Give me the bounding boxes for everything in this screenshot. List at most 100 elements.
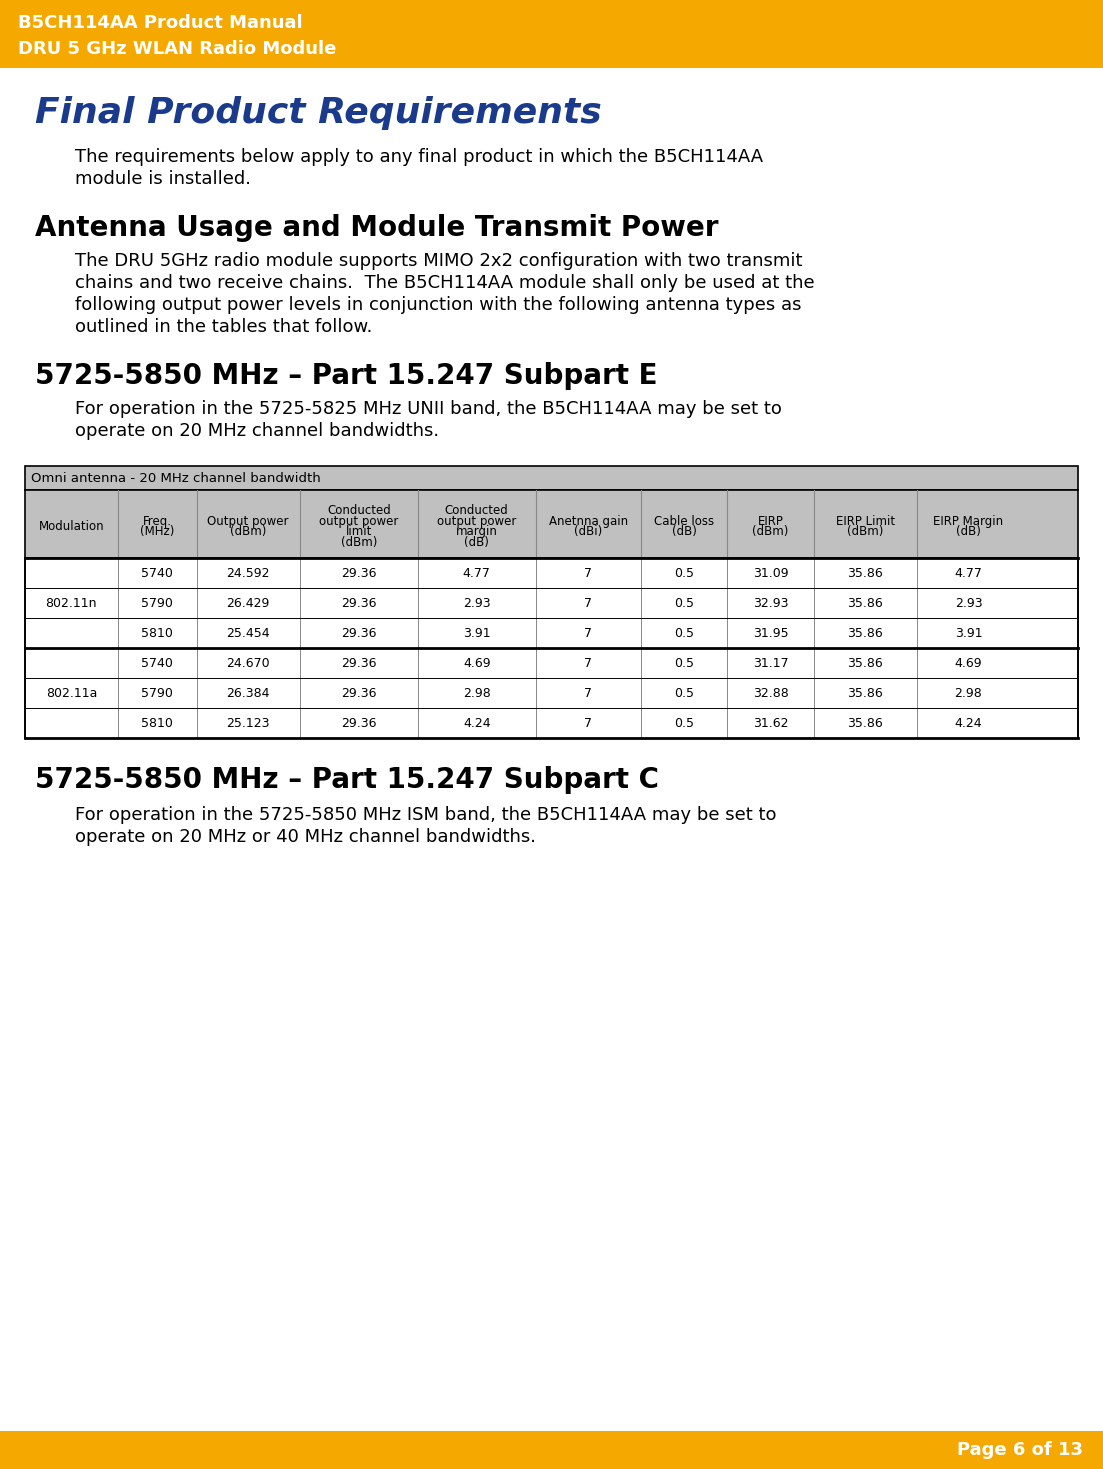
Text: 4.24: 4.24 — [955, 717, 983, 730]
Text: 4.77: 4.77 — [463, 567, 491, 579]
Text: 5810: 5810 — [141, 626, 173, 639]
Bar — [25, 618, 1078, 648]
Text: 0.5: 0.5 — [674, 686, 694, 699]
Text: (dBm): (dBm) — [231, 524, 267, 538]
Text: output power: output power — [319, 514, 398, 527]
Text: 5740: 5740 — [141, 567, 173, 579]
Text: The requirements below apply to any final product in which the B5CH114AA: The requirements below apply to any fina… — [75, 148, 763, 166]
Text: 29.36: 29.36 — [341, 657, 376, 670]
Text: 5740: 5740 — [141, 657, 173, 670]
Text: limit: limit — [345, 524, 372, 538]
Text: 29.36: 29.36 — [341, 596, 376, 610]
Text: Conducted: Conducted — [445, 504, 508, 517]
Text: (dBi): (dBi) — [575, 524, 602, 538]
Text: 29.36: 29.36 — [341, 717, 376, 730]
Text: 0.5: 0.5 — [674, 596, 694, 610]
Text: 3.91: 3.91 — [463, 626, 491, 639]
Text: For operation in the 5725-5850 MHz ISM band, the B5CH114AA may be set to: For operation in the 5725-5850 MHz ISM b… — [75, 806, 777, 824]
Text: (dBm): (dBm) — [341, 536, 377, 548]
Text: 29.36: 29.36 — [341, 686, 376, 699]
Text: Freq.: Freq. — [142, 514, 172, 527]
Text: EIRP Limit: EIRP Limit — [836, 514, 895, 527]
Text: (dB): (dB) — [956, 524, 981, 538]
Bar — [0, 0, 1103, 68]
Text: 35.86: 35.86 — [847, 657, 884, 670]
Text: following output power levels in conjunction with the following antenna types as: following output power levels in conjunc… — [75, 295, 802, 314]
Text: 35.86: 35.86 — [847, 717, 884, 730]
Bar — [25, 648, 1078, 679]
Text: (dBm): (dBm) — [847, 524, 884, 538]
Bar — [25, 558, 1078, 588]
Text: 4.24: 4.24 — [463, 717, 491, 730]
Text: 7: 7 — [585, 717, 592, 730]
Text: output power: output power — [437, 514, 516, 527]
Text: 2.93: 2.93 — [463, 596, 491, 610]
Text: operate on 20 MHz or 40 MHz channel bandwidths.: operate on 20 MHz or 40 MHz channel band… — [75, 829, 536, 846]
Text: 5810: 5810 — [141, 717, 173, 730]
Bar — [25, 466, 1078, 491]
Text: 31.62: 31.62 — [752, 717, 789, 730]
Text: Anetnna gain: Anetnna gain — [549, 514, 628, 527]
Text: Page 6 of 13: Page 6 of 13 — [957, 1441, 1083, 1459]
Text: 7: 7 — [585, 626, 592, 639]
Text: B5CH114AA Product Manual: B5CH114AA Product Manual — [18, 15, 302, 32]
Text: operate on 20 MHz channel bandwidths.: operate on 20 MHz channel bandwidths. — [75, 422, 439, 441]
Text: 0.5: 0.5 — [674, 657, 694, 670]
Text: 31.09: 31.09 — [752, 567, 789, 579]
Bar — [25, 708, 1078, 737]
Text: 0.5: 0.5 — [674, 717, 694, 730]
Text: 4.77: 4.77 — [954, 567, 983, 579]
Text: 4.69: 4.69 — [463, 657, 491, 670]
Text: margin: margin — [456, 524, 497, 538]
Text: 7: 7 — [585, 567, 592, 579]
Text: 7: 7 — [585, 596, 592, 610]
Text: (MHz): (MHz) — [140, 524, 174, 538]
Text: 26.429: 26.429 — [226, 596, 270, 610]
Text: (dBm): (dBm) — [752, 524, 789, 538]
Text: 5725-5850 MHz – Part 15.247 Subpart C: 5725-5850 MHz – Part 15.247 Subpart C — [35, 765, 658, 795]
Text: 7: 7 — [585, 657, 592, 670]
Text: 2.98: 2.98 — [463, 686, 491, 699]
Bar — [25, 588, 1078, 618]
Text: 2.98: 2.98 — [954, 686, 983, 699]
Text: 7: 7 — [585, 686, 592, 699]
Text: 3.91: 3.91 — [955, 626, 983, 639]
Text: 5790: 5790 — [141, 596, 173, 610]
Text: chains and two receive chains.  The B5CH114AA module shall only be used at the: chains and two receive chains. The B5CH1… — [75, 275, 815, 292]
Text: 25.454: 25.454 — [226, 626, 270, 639]
Text: 25.123: 25.123 — [226, 717, 270, 730]
Text: 32.93: 32.93 — [752, 596, 789, 610]
Text: 24.670: 24.670 — [226, 657, 270, 670]
Text: 0.5: 0.5 — [674, 626, 694, 639]
Text: 5790: 5790 — [141, 686, 173, 699]
Text: 2.93: 2.93 — [955, 596, 983, 610]
Text: Cable loss: Cable loss — [654, 514, 715, 527]
Text: module is installed.: module is installed. — [75, 170, 251, 188]
Text: Output power: Output power — [207, 514, 289, 527]
Text: 802.11n: 802.11n — [45, 596, 97, 610]
Text: 29.36: 29.36 — [341, 626, 376, 639]
Text: 32.88: 32.88 — [752, 686, 789, 699]
Text: For operation in the 5725-5825 MHz UNII band, the B5CH114AA may be set to: For operation in the 5725-5825 MHz UNII … — [75, 400, 782, 419]
Text: 35.86: 35.86 — [847, 626, 884, 639]
Text: Final Product Requirements: Final Product Requirements — [35, 95, 602, 129]
Text: 802.11a: 802.11a — [45, 686, 97, 699]
Text: EIRP Margin: EIRP Margin — [933, 514, 1004, 527]
Text: 24.592: 24.592 — [226, 567, 270, 579]
Text: (dB): (dB) — [464, 536, 489, 548]
Bar — [25, 491, 1078, 558]
Text: The DRU 5GHz radio module supports MIMO 2x2 configuration with two transmit: The DRU 5GHz radio module supports MIMO … — [75, 253, 803, 270]
Text: outlined in the tables that follow.: outlined in the tables that follow. — [75, 317, 373, 336]
Text: EIRP: EIRP — [758, 514, 783, 527]
Text: (dB): (dB) — [672, 524, 697, 538]
Text: 29.36: 29.36 — [341, 567, 376, 579]
Text: 26.384: 26.384 — [226, 686, 270, 699]
Bar — [0, 1431, 1103, 1469]
Text: Modulation: Modulation — [39, 520, 104, 533]
Text: Conducted: Conducted — [326, 504, 390, 517]
Text: DRU 5 GHz WLAN Radio Module: DRU 5 GHz WLAN Radio Module — [18, 40, 336, 57]
Bar — [25, 679, 1078, 708]
Text: Omni antenna - 20 MHz channel bandwidth: Omni antenna - 20 MHz channel bandwidth — [31, 472, 321, 485]
Text: 0.5: 0.5 — [674, 567, 694, 579]
Text: 35.86: 35.86 — [847, 567, 884, 579]
